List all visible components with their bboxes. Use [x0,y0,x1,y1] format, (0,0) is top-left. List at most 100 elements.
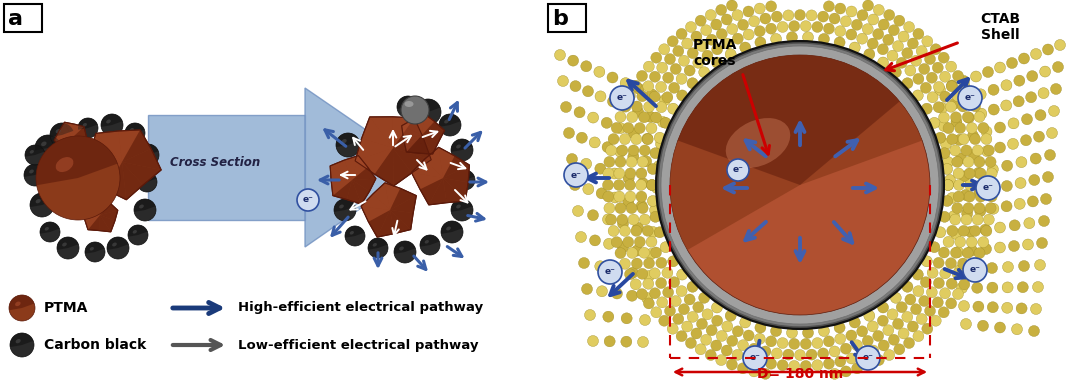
Wedge shape [134,199,156,212]
Circle shape [754,333,766,344]
Circle shape [634,123,646,134]
Polygon shape [330,160,352,180]
Circle shape [959,301,970,311]
Circle shape [649,268,660,279]
Circle shape [849,42,861,53]
Circle shape [1001,100,1012,111]
Circle shape [964,269,975,280]
Circle shape [956,153,967,164]
Circle shape [570,81,581,92]
Circle shape [701,334,712,345]
Circle shape [721,345,732,356]
Circle shape [930,44,942,55]
Circle shape [660,242,671,253]
Circle shape [800,360,811,371]
Circle shape [554,50,566,60]
Ellipse shape [400,246,404,251]
Circle shape [649,288,661,299]
Circle shape [620,134,631,145]
Wedge shape [670,55,922,250]
Circle shape [662,92,673,103]
Circle shape [1030,49,1041,60]
Circle shape [812,360,823,371]
Circle shape [696,344,706,355]
Circle shape [919,63,930,74]
Polygon shape [81,201,100,215]
Circle shape [634,236,646,248]
Circle shape [25,145,45,165]
Circle shape [970,101,981,112]
Circle shape [755,322,766,333]
Circle shape [963,202,974,214]
Circle shape [754,356,766,367]
Polygon shape [122,162,161,185]
Circle shape [995,142,1005,153]
Polygon shape [443,165,470,182]
Ellipse shape [63,243,67,246]
Ellipse shape [446,227,450,230]
Circle shape [576,231,586,243]
Polygon shape [72,126,86,138]
Polygon shape [72,124,84,138]
Circle shape [867,321,878,332]
Circle shape [907,38,918,49]
Circle shape [401,96,429,124]
Polygon shape [384,183,401,210]
Circle shape [835,356,846,367]
Circle shape [1002,262,1013,272]
Circle shape [656,257,666,268]
Circle shape [858,10,868,21]
Circle shape [702,309,713,320]
Ellipse shape [460,175,464,178]
Circle shape [653,160,664,172]
Circle shape [687,311,698,322]
Circle shape [932,297,943,308]
Circle shape [137,144,159,166]
Text: e⁻: e⁻ [570,170,581,180]
Polygon shape [62,138,72,155]
Circle shape [977,122,989,133]
Circle shape [615,156,626,167]
Circle shape [24,164,46,186]
Ellipse shape [83,123,86,126]
Circle shape [947,134,958,145]
Circle shape [686,21,697,32]
Circle shape [856,326,867,337]
Ellipse shape [90,247,94,251]
Circle shape [632,245,643,256]
Circle shape [939,112,949,123]
Circle shape [950,228,961,240]
Circle shape [1013,96,1024,107]
Circle shape [932,62,943,73]
Polygon shape [81,196,118,232]
Circle shape [1023,239,1034,250]
Wedge shape [57,237,79,250]
Circle shape [894,15,905,26]
Circle shape [334,199,356,221]
Circle shape [889,25,900,36]
Circle shape [846,353,858,364]
Circle shape [958,86,982,110]
Polygon shape [65,122,75,138]
Circle shape [455,170,475,190]
Circle shape [606,145,617,156]
Circle shape [961,214,972,225]
Circle shape [967,245,977,256]
Circle shape [819,34,829,44]
Polygon shape [352,167,376,180]
Circle shape [972,214,983,225]
Circle shape [977,320,988,331]
Circle shape [626,156,637,167]
Polygon shape [402,114,445,154]
Circle shape [582,86,594,97]
Circle shape [650,247,662,258]
Ellipse shape [44,227,49,231]
Circle shape [954,180,964,191]
Circle shape [656,278,666,288]
Wedge shape [455,170,474,182]
Circle shape [786,32,797,43]
Circle shape [755,37,766,48]
Circle shape [577,132,588,143]
Circle shape [607,72,618,83]
Circle shape [643,81,653,92]
